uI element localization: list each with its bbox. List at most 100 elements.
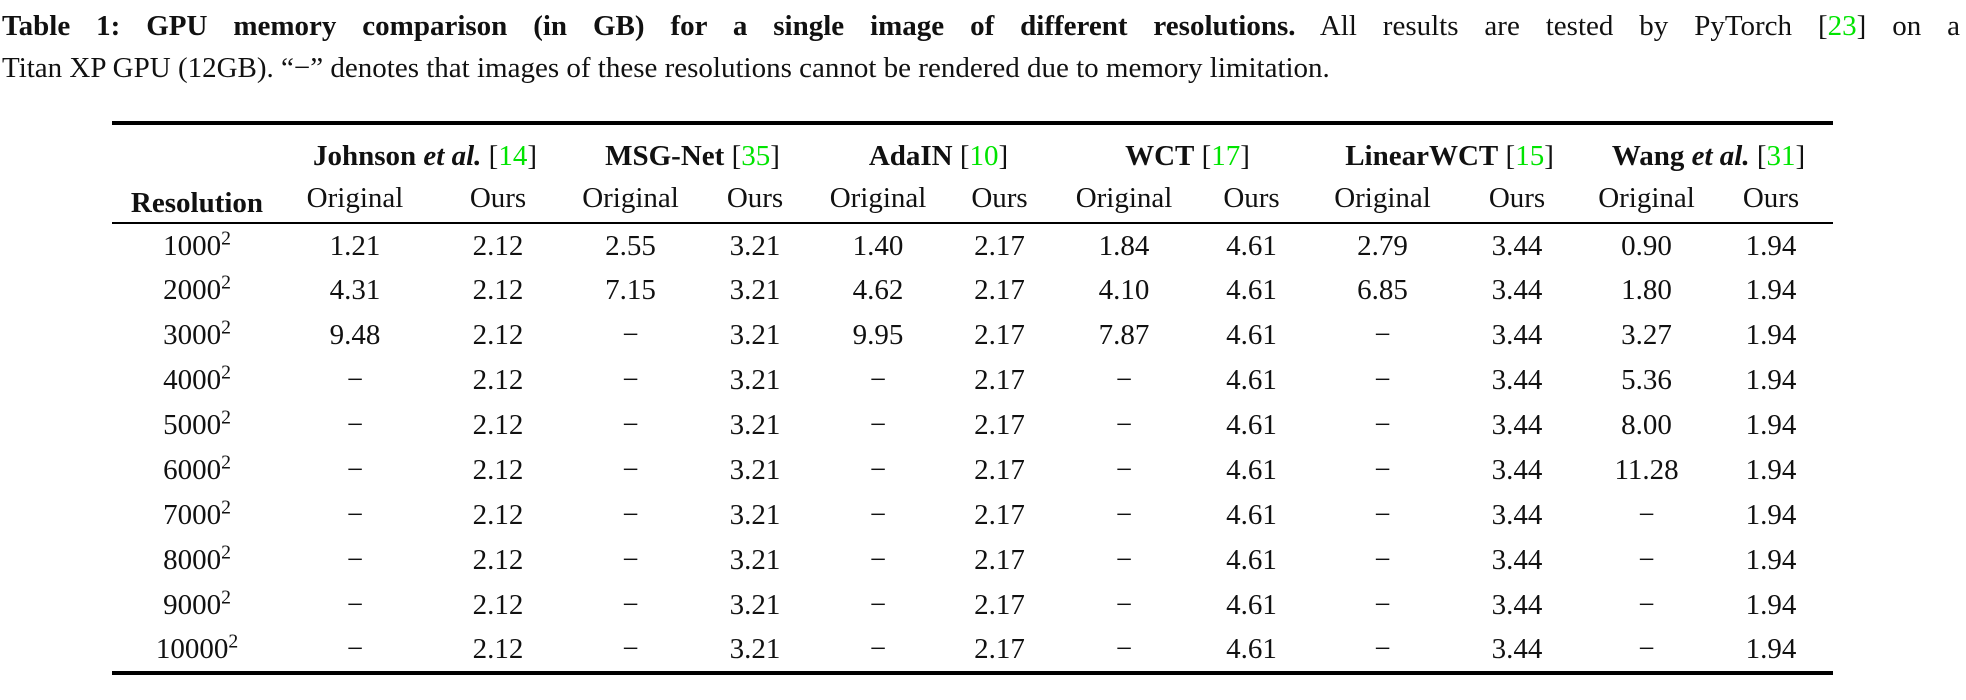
memory-cell: 1.21 bbox=[329, 229, 381, 262]
citation-number: 31 bbox=[1766, 140, 1796, 172]
memory-cell: − bbox=[346, 409, 364, 441]
citation-number: 14 bbox=[498, 140, 528, 172]
method-etal: et al. bbox=[416, 140, 482, 172]
memory-cell: − bbox=[1115, 633, 1133, 665]
memory-cell: 3.21 bbox=[729, 499, 781, 531]
table-header: Resolution Johnson et al. [14] MSG-Net [… bbox=[112, 123, 1834, 223]
method-name: MSG-Net bbox=[605, 140, 725, 172]
memory-cell: 4.61 bbox=[1226, 544, 1277, 576]
citation-number: 10 bbox=[969, 140, 999, 172]
memory-cell: − bbox=[622, 364, 639, 396]
memory-cell: 3.44 bbox=[1491, 319, 1543, 351]
subheader-original: Original bbox=[1334, 182, 1431, 214]
citation-bracket: [ bbox=[1756, 140, 1767, 172]
subheader-ours: Ours bbox=[1223, 182, 1280, 214]
memory-cell: 2.17 bbox=[974, 589, 1025, 621]
resolution-cell: 20002 bbox=[163, 271, 231, 306]
memory-cell: − bbox=[1374, 319, 1391, 351]
memory-cell: − bbox=[622, 319, 639, 351]
memory-cell: − bbox=[1374, 409, 1391, 441]
memory-cell: 3.21 bbox=[729, 633, 781, 665]
memory-cell: 2.12 bbox=[472, 274, 524, 306]
resolution-cell: 40002 bbox=[163, 361, 231, 396]
memory-cell: − bbox=[1115, 544, 1133, 576]
memory-cell: 2.55 bbox=[605, 229, 656, 262]
caption-line-1: Table 1: GPU memory comparison (in GB) f… bbox=[2, 5, 1960, 47]
memory-cell: 8.00 bbox=[1621, 409, 1672, 441]
memory-cell: 2.17 bbox=[974, 319, 1025, 351]
memory-cell: − bbox=[1374, 544, 1391, 576]
memory-cell: 4.62 bbox=[852, 274, 904, 306]
memory-cell: 0.90 bbox=[1621, 229, 1672, 262]
memory-cell: 2.17 bbox=[974, 544, 1025, 576]
citation-bracket: ] bbox=[1240, 140, 1250, 172]
table-body: 10002 1.21 2.12 2.55 3.21 1.40 2.17 1.84 4.61 2.7… bbox=[112, 223, 1833, 673]
memory-cell: − bbox=[1115, 364, 1133, 396]
memory-cell: 2.17 bbox=[974, 499, 1025, 531]
resolution-exponent: 2 bbox=[221, 451, 231, 474]
citation-number: 23 bbox=[1827, 10, 1857, 42]
memory-cell: − bbox=[1115, 499, 1133, 531]
memory-cell: 3.44 bbox=[1491, 633, 1543, 665]
resolution-cell: 30002 bbox=[163, 316, 231, 351]
memory-cell: 9.48 bbox=[329, 319, 381, 351]
memory-cell: − bbox=[346, 364, 364, 396]
memory-cell: 6.85 bbox=[1357, 274, 1408, 306]
memory-cell: 4.61 bbox=[1226, 589, 1277, 621]
citation-number: 35 bbox=[741, 140, 771, 172]
method-group-header-johnson: Johnson et al. [14] bbox=[282, 123, 568, 175]
memory-cell: − bbox=[869, 589, 887, 621]
table-row: 50002 − 2.12 − 3.21 − 2.17 − 4.61 − 3.44 8.00 1.94 bbox=[112, 403, 1833, 448]
table-row: 40002 − 2.12 − 3.21 − 2.17 − 4.61 − 3.44 5.36 1.94 bbox=[112, 358, 1833, 403]
memory-cell: 3.21 bbox=[729, 454, 781, 486]
memory-cell: 4.61 bbox=[1226, 229, 1277, 262]
memory-cell: − bbox=[1374, 633, 1391, 665]
memory-cell: 3.44 bbox=[1491, 454, 1543, 486]
memory-cell: 1.80 bbox=[1621, 274, 1672, 306]
resolution-cell: 70002 bbox=[163, 496, 231, 531]
memory-cell: 3.44 bbox=[1491, 229, 1543, 262]
table-row: 30002 9.48 2.12 − 3.21 9.95 2.17 7.87 4.61 − 3.44 3… bbox=[112, 313, 1833, 358]
resolution-exponent: 2 bbox=[221, 226, 231, 249]
memory-cell: 2.17 bbox=[974, 454, 1025, 486]
caption-text: All results are tested by PyTorch bbox=[1295, 10, 1818, 42]
memory-cell: 2.17 bbox=[974, 229, 1025, 262]
resolution-cell: 80002 bbox=[163, 541, 231, 576]
memory-cell: 2.12 bbox=[472, 364, 524, 396]
memory-cell: 3.44 bbox=[1491, 409, 1543, 441]
resolution-exponent: 2 bbox=[221, 541, 231, 564]
resolution-exponent: 2 bbox=[221, 361, 231, 384]
resolution-cell: 50002 bbox=[163, 406, 231, 441]
method-group-header-msgnet: MSG-Net [35] bbox=[568, 123, 817, 175]
memory-cell: − bbox=[869, 454, 887, 486]
memory-cell: 2.12 bbox=[472, 633, 524, 665]
citation-bracket: ] bbox=[1544, 140, 1554, 172]
method-group-header-wct: WCT [17] bbox=[1060, 123, 1315, 175]
memory-cell: 3.27 bbox=[1621, 319, 1672, 351]
memory-cell: 11.28 bbox=[1614, 454, 1679, 486]
resolution-exponent: 2 bbox=[221, 271, 231, 294]
memory-cell: 2.12 bbox=[472, 409, 524, 441]
memory-cell: 9.95 bbox=[852, 319, 904, 351]
subheader-original: Original bbox=[582, 182, 679, 214]
memory-cell: − bbox=[869, 409, 887, 441]
memory-cell: 4.61 bbox=[1226, 499, 1277, 531]
memory-cell: − bbox=[869, 499, 887, 531]
table-row: 10002 1.21 2.12 2.55 3.21 1.40 2.17 1.84 4.61 2.7… bbox=[112, 223, 1833, 268]
subheader-ours: Ours bbox=[1488, 182, 1546, 214]
resolution-exponent: 2 bbox=[221, 496, 231, 519]
memory-cell: − bbox=[1638, 544, 1655, 576]
memory-cell: − bbox=[622, 544, 639, 576]
resolution-exponent: 2 bbox=[221, 586, 231, 609]
memory-cell: 3.44 bbox=[1491, 274, 1543, 306]
subheader-ours: Ours bbox=[469, 182, 527, 214]
memory-cell: 3.21 bbox=[729, 364, 781, 396]
memory-cell: 2.12 bbox=[472, 589, 524, 621]
memory-cell: 3.44 bbox=[1491, 364, 1543, 396]
method-name: AdaIN bbox=[868, 140, 953, 172]
resolution-exponent: 2 bbox=[221, 406, 231, 429]
memory-cell: − bbox=[1115, 409, 1133, 441]
memory-cell: − bbox=[1115, 454, 1133, 486]
memory-cell: − bbox=[622, 454, 639, 486]
method-group-header-wang: Wang et al. [31] bbox=[1584, 123, 1833, 175]
